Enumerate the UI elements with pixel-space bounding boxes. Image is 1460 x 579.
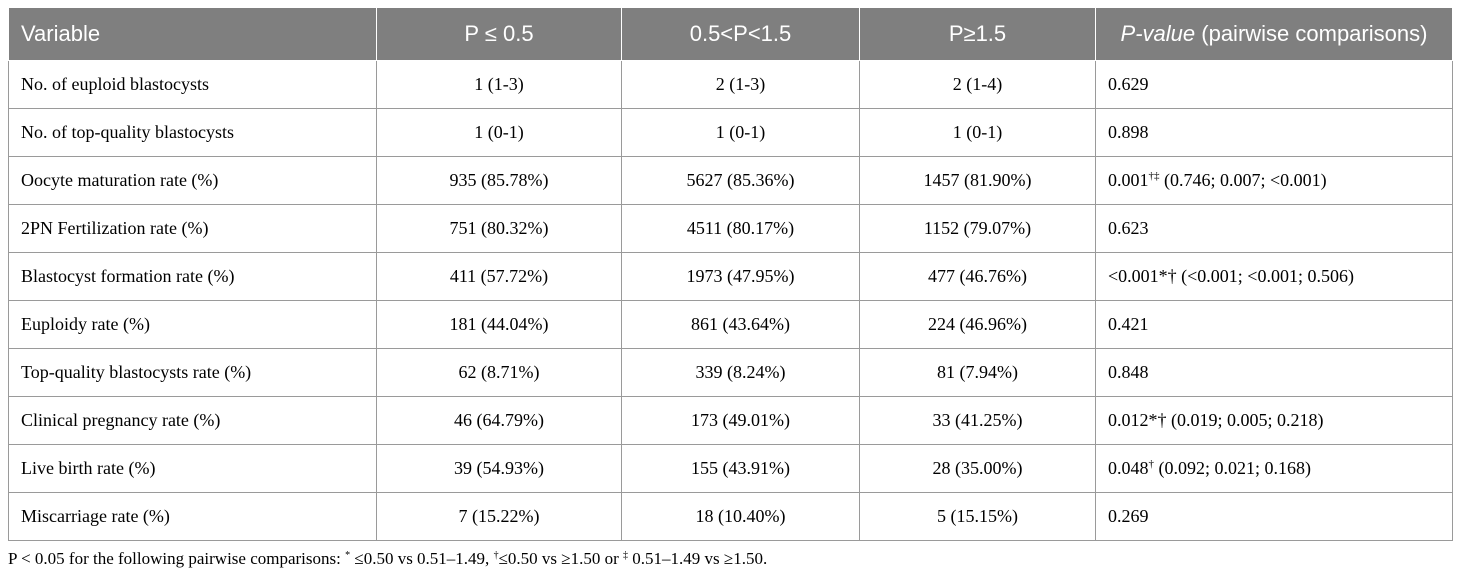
cell-group-mid: 861 (43.64%)	[621, 300, 860, 349]
cell-variable: Clinical pregnancy rate (%)	[8, 396, 377, 445]
pvalue-main: 0.629	[1108, 74, 1149, 94]
cell-group-high: 1 (0-1)	[859, 108, 1096, 157]
cell-group-mid: 1973 (47.95%)	[621, 252, 860, 301]
cell-pvalue: 0.623	[1095, 204, 1453, 253]
cell-group-low: 935 (85.78%)	[376, 156, 622, 205]
header-pvalue-italic: P-value	[1120, 21, 1196, 46]
results-table: Variable P ≤ 0.5 0.5<P<1.5 P≥1.5 P-value…	[8, 7, 1453, 541]
cell-group-mid: 1 (0-1)	[621, 108, 860, 157]
table-row: No. of top-quality blastocysts 1 (0-1) 1 (…	[8, 108, 1453, 157]
cell-group-low: 181 (44.04%)	[376, 300, 622, 349]
cell-pvalue: <0.001*† (<0.001; <0.001; 0.506)	[1095, 252, 1453, 301]
cell-pvalue: 0.421	[1095, 300, 1453, 349]
pvalue-main: 0.001	[1108, 170, 1149, 190]
footnote-text-4: 0.51–1.49 vs ≥1.50.	[628, 549, 768, 568]
header-pvalue: P-value (pairwise comparisons)	[1095, 7, 1453, 61]
cell-group-low: 411 (57.72%)	[376, 252, 622, 301]
cell-group-mid: 4511 (80.17%)	[621, 204, 860, 253]
cell-variable: Euploidy rate (%)	[8, 300, 377, 349]
cell-group-high: 224 (46.96%)	[859, 300, 1096, 349]
cell-group-low: 751 (80.32%)	[376, 204, 622, 253]
pvalue-main: 0.848	[1108, 362, 1149, 382]
table-row: No. of euploid blastocysts 1 (1-3) 2 (1-3)…	[8, 60, 1453, 109]
cell-group-low: 1 (0-1)	[376, 108, 622, 157]
cell-variable: Blastocyst formation rate (%)	[8, 252, 377, 301]
pvalue-pairwise: (0.092; 0.021; 0.168)	[1154, 458, 1312, 478]
cell-group-high: 1457 (81.90%)	[859, 156, 1096, 205]
cell-pvalue: 0.898	[1095, 108, 1453, 157]
cell-pvalue: 0.048† (0.092; 0.021; 0.168)	[1095, 444, 1453, 493]
cell-group-low: 46 (64.79%)	[376, 396, 622, 445]
pvalue-main: 0.623	[1108, 218, 1149, 238]
cell-group-mid: 18 (10.40%)	[621, 492, 860, 541]
cell-pvalue: 0.001†‡ (0.746; 0.007; <0.001)	[1095, 156, 1453, 205]
cell-group-low: 62 (8.71%)	[376, 348, 622, 397]
header-variable: Variable	[8, 7, 377, 61]
cell-group-mid: 339 (8.24%)	[621, 348, 860, 397]
table-row: Euploidy rate (%) 181 (44.04%) 861 (43.64%…	[8, 300, 1453, 349]
pvalue-main: 0.048	[1108, 458, 1149, 478]
cell-pvalue: 0.629	[1095, 60, 1453, 109]
cell-pvalue: 0.012*† (0.019; 0.005; 0.218)	[1095, 396, 1453, 445]
table-row: Clinical pregnancy rate (%) 46 (64.79%) 17…	[8, 396, 1453, 445]
pvalue-main: <0.001*† (<0.001; <0.001; 0.506)	[1108, 266, 1354, 286]
pvalue-main: 0.012*† (0.019; 0.005; 0.218)	[1108, 410, 1324, 430]
header-pvalue-rest: (pairwise comparisons)	[1195, 21, 1428, 46]
pvalue-main: 0.269	[1108, 506, 1149, 526]
cell-variable: No. of euploid blastocysts	[8, 60, 377, 109]
footnote-sup-2: †	[493, 550, 499, 561]
footnote-sup-3: ‡	[623, 550, 628, 561]
cell-pvalue: 0.848	[1095, 348, 1453, 397]
cell-group-low: 39 (54.93%)	[376, 444, 622, 493]
footnote-text-3: ≤0.50 vs ≥1.50 or	[498, 549, 623, 568]
header-group-high: P≥1.5	[859, 7, 1096, 61]
cell-variable: Live birth rate (%)	[8, 444, 377, 493]
table-row: Blastocyst formation rate (%) 411 (57.72%…	[8, 252, 1453, 301]
pvalue-pairwise: (0.746; 0.007; <0.001)	[1159, 170, 1327, 190]
pvalue-main: 0.898	[1108, 122, 1149, 142]
cell-variable: Top-quality blastocysts rate (%)	[8, 348, 377, 397]
footnote-sup-1: *	[345, 550, 351, 561]
cell-group-high: 1152 (79.07%)	[859, 204, 1096, 253]
pvalue-superscript: †	[1148, 458, 1155, 470]
cell-group-high: 28 (35.00%)	[859, 444, 1096, 493]
header-group-low: P ≤ 0.5	[376, 7, 622, 61]
cell-group-high: 81 (7.94%)	[859, 348, 1096, 397]
table-row: 2PN Fertilization rate (%) 751 (80.32%) 45…	[8, 204, 1453, 253]
table-footnote: P < 0.05 for the following pairwise comp…	[8, 549, 767, 569]
table-row: Top-quality blastocysts rate (%) 62 (8.71…	[8, 348, 1453, 397]
footnote-text-1: P < 0.05 for the following pairwise comp…	[8, 549, 346, 568]
cell-group-high: 33 (41.25%)	[859, 396, 1096, 445]
cell-group-high: 477 (46.76%)	[859, 252, 1096, 301]
header-row: Variable P ≤ 0.5 0.5<P<1.5 P≥1.5 P-value…	[8, 7, 1453, 61]
table-row: Live birth rate (%) 39 (54.93%) 155 (43.91…	[8, 444, 1453, 493]
header-group-mid: 0.5<P<1.5	[621, 7, 860, 61]
cell-group-low: 1 (1-3)	[376, 60, 622, 109]
table-row: Oocyte maturation rate (%) 935 (85.78%) 56…	[8, 156, 1453, 205]
cell-group-mid: 2 (1-3)	[621, 60, 860, 109]
cell-variable: 2PN Fertilization rate (%)	[8, 204, 377, 253]
pvalue-main: 0.421	[1108, 314, 1149, 334]
cell-variable: No. of top-quality blastocysts	[8, 108, 377, 157]
cell-group-mid: 173 (49.01%)	[621, 396, 860, 445]
table-row: Miscarriage rate (%) 7 (15.22%) 18 (10.40%…	[8, 492, 1453, 541]
cell-pvalue: 0.269	[1095, 492, 1453, 541]
results-table-container: Variable P ≤ 0.5 0.5<P<1.5 P≥1.5 P-value…	[8, 7, 1453, 541]
cell-group-high: 2 (1-4)	[859, 60, 1096, 109]
footnote-text-2: ≤0.50 vs 0.51–1.49,	[350, 549, 494, 568]
cell-group-high: 5 (15.15%)	[859, 492, 1096, 541]
pvalue-superscript: †‡	[1148, 170, 1160, 182]
cell-group-mid: 155 (43.91%)	[621, 444, 860, 493]
cell-group-mid: 5627 (85.36%)	[621, 156, 860, 205]
cell-group-low: 7 (15.22%)	[376, 492, 622, 541]
cell-variable: Oocyte maturation rate (%)	[8, 156, 377, 205]
cell-variable: Miscarriage rate (%)	[8, 492, 377, 541]
